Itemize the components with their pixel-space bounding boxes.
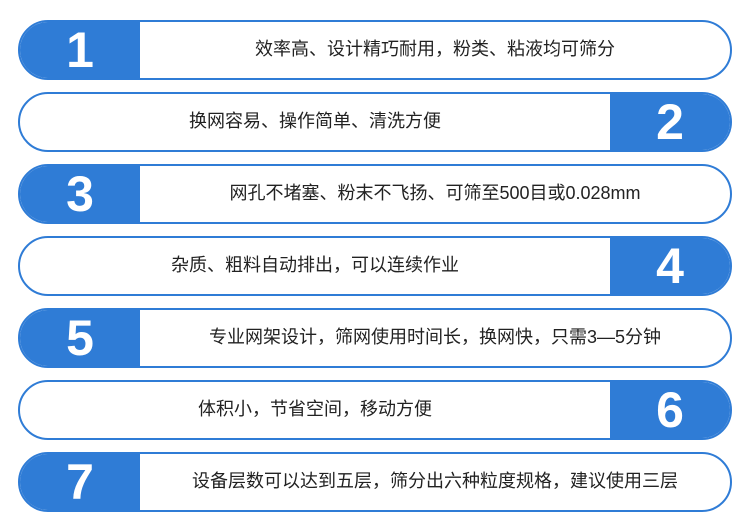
feature-row-2: 换网容易、操作简单、清洗方便 2 — [18, 92, 732, 152]
feature-row-1: 1 效率高、设计精巧耐用，粉类、粘液均可筛分 — [18, 20, 732, 80]
feature-row-3: 3 网孔不堵塞、粉末不飞扬、可筛至500目或0.028mm — [18, 164, 732, 224]
feature-row-6: 体积小，节省空间，移动方便 6 — [18, 380, 732, 440]
feature-text: 体积小，节省空间，移动方便 — [20, 398, 610, 421]
feature-row-5: 5 专业网架设计，筛网使用时间长，换网快，只需3—5分钟 — [18, 308, 732, 368]
number-badge: 3 — [20, 166, 140, 222]
feature-text: 网孔不堵塞、粉末不飞扬、可筛至500目或0.028mm — [140, 182, 730, 205]
number-badge: 4 — [610, 238, 730, 294]
feature-row-7: 7 设备层数可以达到五层，筛分出六种粒度规格，建议使用三层 — [18, 452, 732, 512]
number-badge: 6 — [610, 382, 730, 438]
number-badge: 5 — [20, 310, 140, 366]
number-badge: 1 — [20, 22, 140, 78]
feature-text: 专业网架设计，筛网使用时间长，换网快，只需3—5分钟 — [140, 326, 730, 349]
feature-text: 设备层数可以达到五层，筛分出六种粒度规格，建议使用三层 — [140, 470, 730, 493]
feature-text: 杂质、粗料自动排出，可以连续作业 — [20, 254, 610, 277]
feature-text: 换网容易、操作简单、清洗方便 — [20, 110, 610, 133]
feature-row-4: 杂质、粗料自动排出，可以连续作业 4 — [18, 236, 732, 296]
number-badge: 2 — [610, 94, 730, 150]
feature-text: 效率高、设计精巧耐用，粉类、粘液均可筛分 — [140, 38, 730, 61]
number-badge: 7 — [20, 454, 140, 510]
